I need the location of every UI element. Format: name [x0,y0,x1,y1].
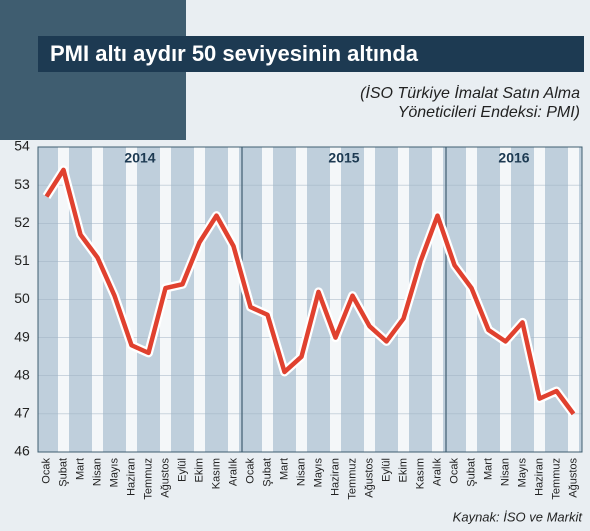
source: Kaynak: İSO ve Markit [453,509,584,524]
line [44,167,576,416]
x-tick-label: Mayıs [516,458,528,488]
y-tick-label: 46 [14,443,30,459]
x-tick-label: Haziran [329,458,341,496]
y-tick-label: 48 [14,366,30,382]
x-tick-label: Ağustos [363,458,375,498]
y-tick-label: 51 [14,252,30,268]
x-tick-label: Şubat [261,458,273,487]
x-tick-label: Nisan [91,458,103,486]
y-tick-label: 49 [14,328,30,344]
x-tick-label: Haziran [533,458,545,496]
x-tick-label: Kasım [414,458,426,489]
x-tick-label: Mart [482,458,494,480]
x-tick-label: Ocak [40,458,52,484]
chart-title: PMI altı aydır 50 seviyesinin altında [50,41,419,66]
y-tick-label: 52 [14,214,30,230]
y-tick-label: 53 [14,176,30,192]
x-tick-label: Temmuz [142,458,154,500]
x-tick-label: Nisan [295,458,307,486]
y-tick-label: 54 [14,138,30,154]
x-tick-label: Temmuz [346,458,358,500]
x-tick-label: Ekim [193,458,205,482]
x-tick-label: Ocak [448,458,460,484]
subtitle: (İSO Türkiye İmalat Satın Alma [360,83,580,102]
x-tick-label: Kasım [210,458,222,489]
subtitle: Yöneticileri Endeksi: PMI) [398,104,580,121]
x-tick-label: Mart [74,458,86,480]
x-tick-label: Ocak [244,458,256,484]
x-tick-label: Haziran [125,458,137,496]
x-tick-label: Mart [278,458,290,480]
x-tick-label: Şubat [465,458,477,487]
x-tick-label: Aralık [431,458,443,487]
x-tick-label: Mayıs [312,458,324,488]
year-label: 2016 [498,150,529,166]
y-tick-label: 47 [14,405,30,421]
plot-frame [37,146,583,453]
x-tick-label: Mayıs [108,458,120,488]
x-tick-label: Şubat [57,458,69,487]
x-tick-label: Nisan [499,458,511,486]
x-tick-label: Eylül [176,458,188,482]
x-tick-label: Ekim [397,458,409,482]
x-tick-label: Aralık [227,458,239,487]
year-label: 2014 [124,150,155,166]
x-tick-label: Temmuz [550,458,562,500]
x-tick-label: Ağustos [567,458,579,498]
x-tick-label: Eylül [380,458,392,482]
year-label: 2015 [328,150,359,166]
y-tick-label: 50 [14,290,30,306]
title-bar [38,36,584,72]
x-tick-label: Ağustos [159,458,171,498]
